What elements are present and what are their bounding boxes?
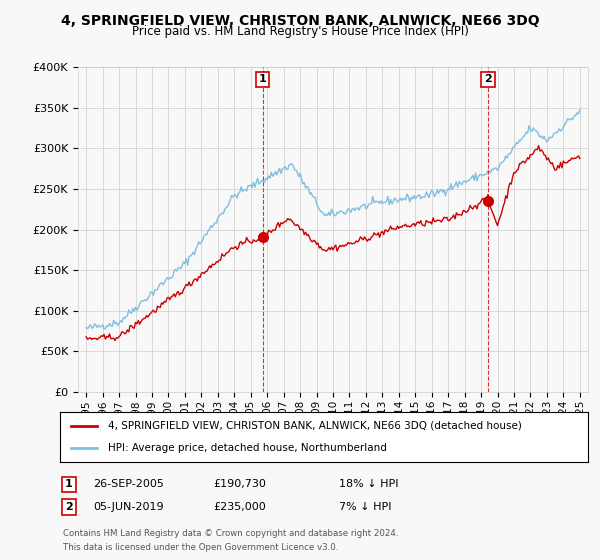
Text: Price paid vs. HM Land Registry's House Price Index (HPI): Price paid vs. HM Land Registry's House … [131, 25, 469, 38]
Text: This data is licensed under the Open Government Licence v3.0.: This data is licensed under the Open Gov… [63, 543, 338, 552]
Text: 05-JUN-2019: 05-JUN-2019 [93, 502, 164, 512]
Text: 4, SPRINGFIELD VIEW, CHRISTON BANK, ALNWICK, NE66 3DQ: 4, SPRINGFIELD VIEW, CHRISTON BANK, ALNW… [61, 14, 539, 28]
Text: 7% ↓ HPI: 7% ↓ HPI [339, 502, 391, 512]
Text: £190,730: £190,730 [213, 479, 266, 489]
Text: 18% ↓ HPI: 18% ↓ HPI [339, 479, 398, 489]
Text: HPI: Average price, detached house, Northumberland: HPI: Average price, detached house, Nort… [107, 443, 386, 453]
Text: 26-SEP-2005: 26-SEP-2005 [93, 479, 164, 489]
Text: 1: 1 [259, 74, 266, 85]
Text: £235,000: £235,000 [213, 502, 266, 512]
Text: 1: 1 [65, 479, 73, 489]
Text: 4, SPRINGFIELD VIEW, CHRISTON BANK, ALNWICK, NE66 3DQ (detached house): 4, SPRINGFIELD VIEW, CHRISTON BANK, ALNW… [107, 421, 521, 431]
Text: Contains HM Land Registry data © Crown copyright and database right 2024.: Contains HM Land Registry data © Crown c… [63, 529, 398, 538]
Text: 2: 2 [484, 74, 492, 85]
Text: 2: 2 [65, 502, 73, 512]
